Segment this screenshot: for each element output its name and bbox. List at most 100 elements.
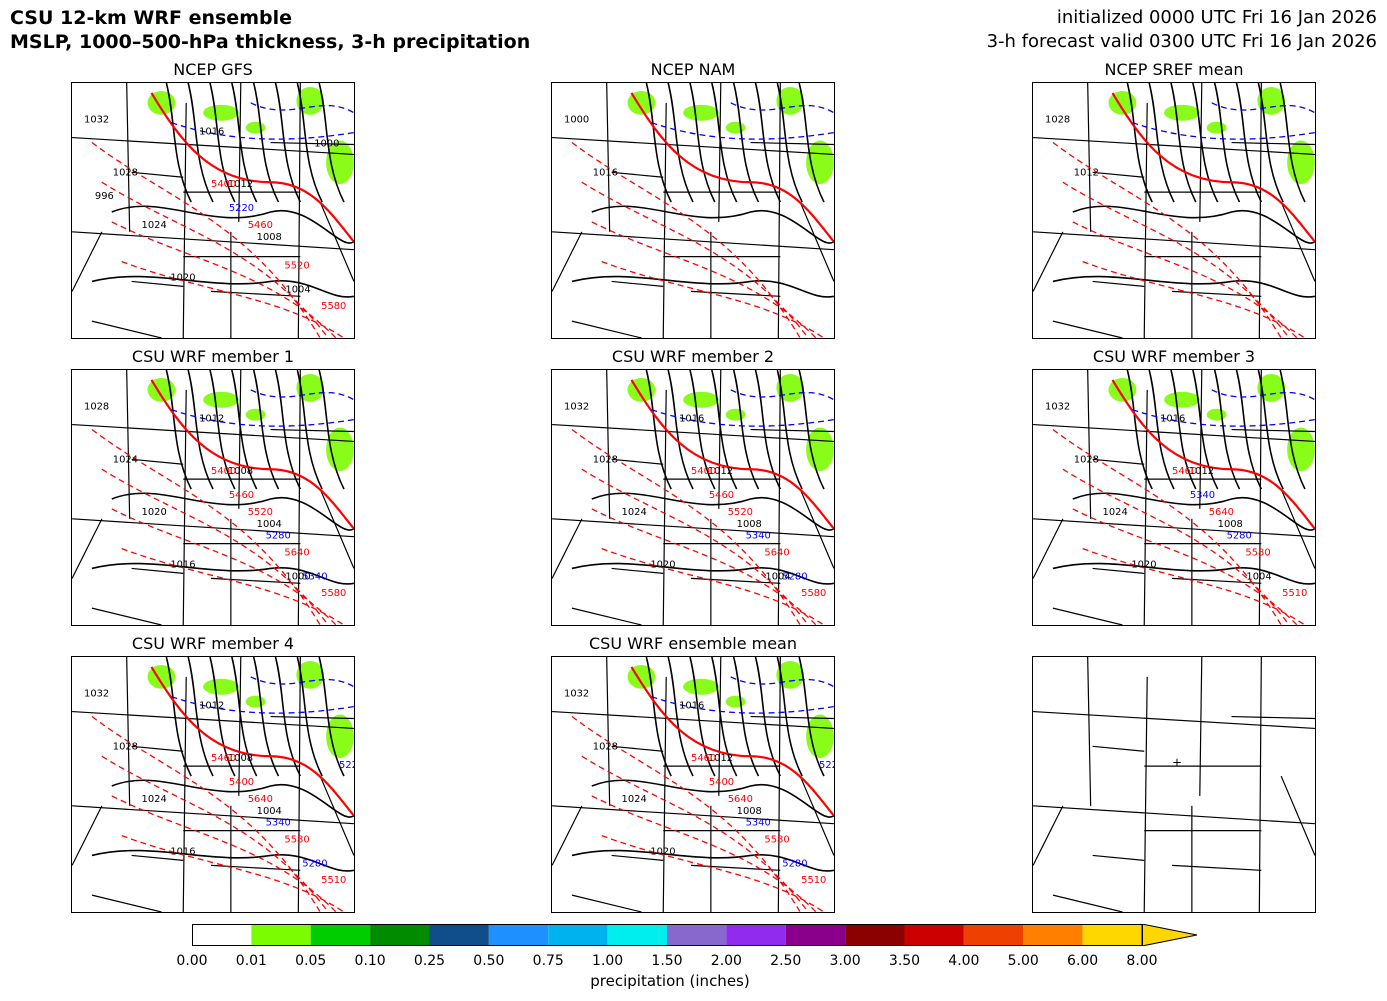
mslp-isobar [1148,83,1175,203]
state-border [571,320,642,338]
mslp-isobar [274,370,302,490]
mslp-isobar [667,657,694,777]
mslp-label: 1012 [708,753,733,764]
state-border [210,290,301,297]
state-border [1052,894,1123,912]
mslp-label: 1008 [228,466,253,477]
thickness-warm-contour [591,508,817,625]
panel-title: NCEP SREF mean [1104,60,1244,79]
mslp-isobar [1257,370,1284,490]
state-border [131,458,184,465]
mslp-label: 1016 [593,167,618,178]
state-border [1280,775,1315,856]
map-panel: 1032 1028 1024 1016 1012 1008 1004 5460 5640 5580… [71,656,355,913]
colorbar-segment [310,924,371,946]
state-border [72,423,354,443]
init-time: initialized 0000 UTC Fri 16 Jan 2026 [1056,7,1377,28]
map-panel: + [1032,656,1316,913]
thickness-label: 5460 [691,753,716,764]
mslp-isobar [187,83,214,203]
state-border [1199,370,1203,509]
mslp-isobar [1126,83,1153,203]
state-border [777,370,781,625]
thickness-warm-contour [111,221,337,338]
thickness-label: 5510 [1282,588,1307,599]
thickness-warm-contour [571,716,801,912]
state-border [1033,518,1315,538]
thickness-cold-contour [1132,409,1315,427]
mslp-isobar [209,370,236,490]
mslp-isobar [798,83,825,203]
precip-area [725,408,746,421]
mslp-label: 1016 [170,559,195,570]
state-border [611,854,664,861]
state-border [91,320,162,338]
mslp-isobar [187,657,214,777]
thickness-label: 5400 [211,466,236,477]
map-panel: 1028 1024 1020 1016 1012 1008 1004 1000 5400 5520… [71,369,355,626]
mslp-isobar [252,370,280,490]
thickness-label: 5510 [321,875,346,886]
map-svg: 1032 1028 1024 1020 1016 1012 1008 1004 5400 5520… [552,370,834,625]
mslp-isobar [91,275,354,298]
thickness-label: 5640 [1209,507,1234,518]
thickness-label: 5460 [229,490,254,501]
mslp-isobar [231,370,258,490]
state-border [1033,710,1315,730]
precip-area [245,121,266,134]
colorbar-tick-label: 0.00 [176,953,208,969]
state-border [131,171,184,178]
mslp-label: 1032 [84,689,109,700]
thickness-label: 5400 [229,777,254,788]
thickness-label: 5460 [1172,466,1197,477]
precip-area [725,121,746,134]
mslp-label: 1000 [564,115,589,126]
thickness-warm-contour [581,755,809,912]
thickness-warm-contour [571,142,801,338]
state-border [552,231,834,251]
state-border [718,657,722,796]
thickness-cold-contour [651,409,834,427]
thickness-label: 5340 [266,818,291,829]
mslp-isobar [1235,83,1263,203]
mslp-label: 1008 [737,519,762,530]
mslp-isobar [711,83,738,203]
mslp-isobar [296,370,323,490]
state-border [319,775,354,856]
state-border [1033,805,1064,866]
thickness-label: 5460 [709,490,734,501]
precip-area [203,678,239,695]
map-panel: 1032 1028 1024 1020 1016 1012 1008 1004 5400 5520… [551,369,835,626]
thickness-warm-contour [601,547,825,625]
colorbar-tick-label: 4.00 [948,953,980,969]
mslp-isobar [571,275,834,298]
state-border [126,657,131,806]
state-border [799,488,834,569]
mslp-label: 1008 [228,753,253,764]
colorbar-tick-label: 0.50 [473,953,505,969]
thickness-5400-line [1111,379,1315,530]
thickness-5400-line [150,666,354,817]
state-border [72,805,354,825]
colorbar-segment [192,924,252,946]
mslp-isobar [274,83,302,203]
mslp-label: 996 [95,191,114,202]
precip-area [725,695,746,708]
mslp-isobar [689,370,716,490]
thickness-label: 5520 [284,261,309,272]
mslp-isobar [571,849,834,872]
thickness-warm-contour [1062,468,1290,625]
state-border [238,657,242,796]
mslp-isobar [231,657,258,777]
mslp-isobar [318,83,345,203]
precip-area [203,391,239,408]
colorbar-extend-arrow [1141,923,1198,947]
precip-area [1206,408,1227,421]
mslp-isobar [1052,562,1315,585]
precip-area [683,104,719,121]
state-border [1143,676,1148,912]
state-border [72,518,354,538]
thickness-cold-contour [250,389,354,401]
state-border [1092,171,1145,178]
panel-title: CSU WRF member 3 [1092,347,1256,366]
